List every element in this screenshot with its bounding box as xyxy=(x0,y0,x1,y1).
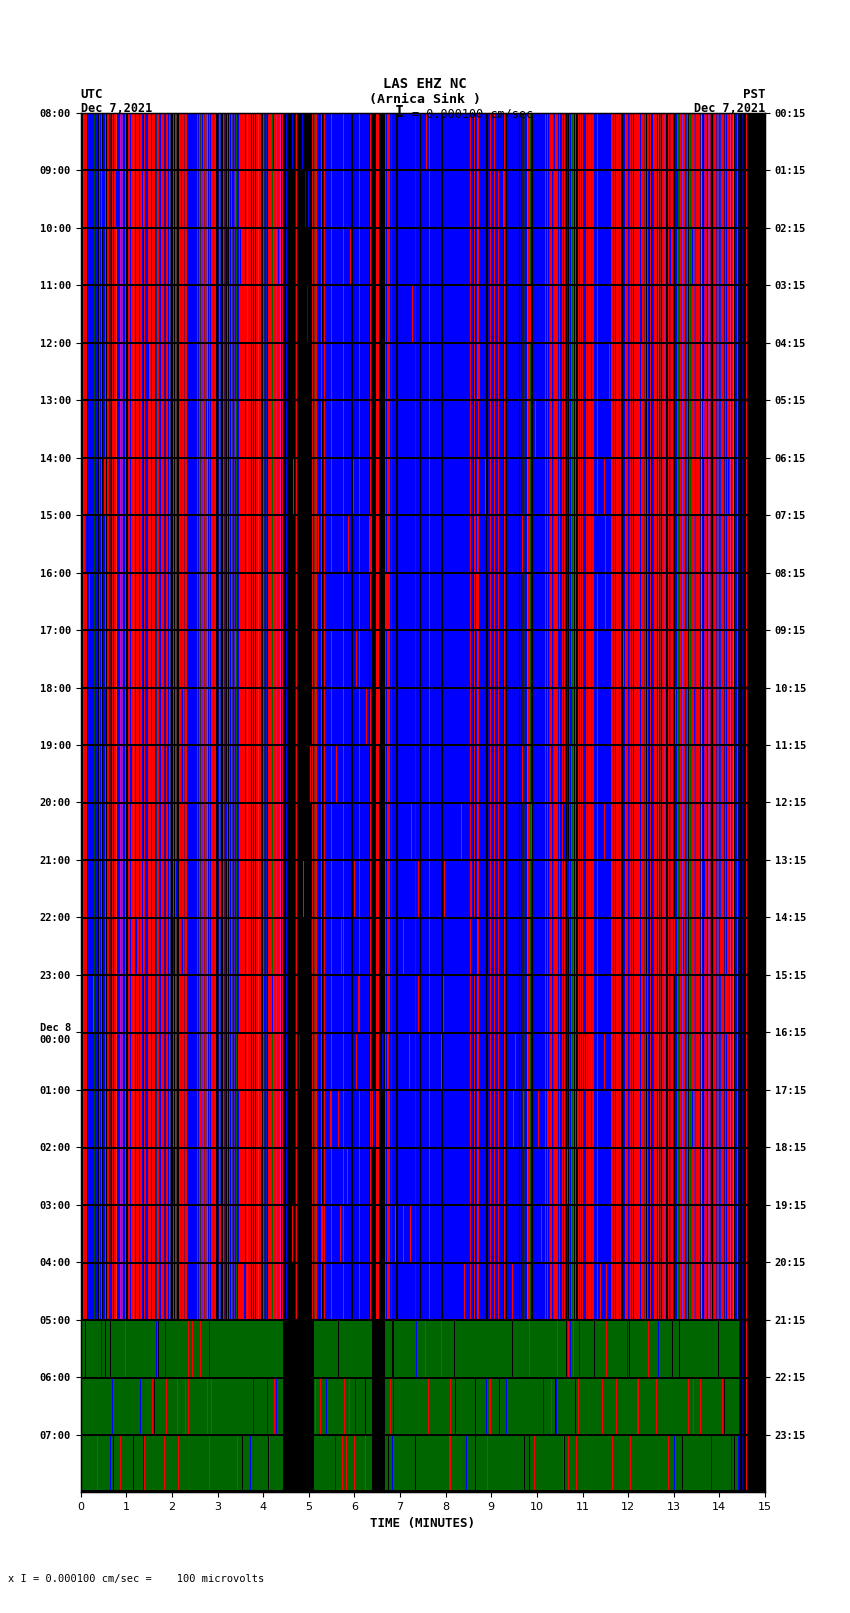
Text: I: I xyxy=(395,105,404,121)
Text: PST: PST xyxy=(743,87,765,100)
Text: (Arnica Sink ): (Arnica Sink ) xyxy=(369,92,481,106)
X-axis label: TIME (MINUTES): TIME (MINUTES) xyxy=(371,1518,475,1531)
Text: Dec 7,2021: Dec 7,2021 xyxy=(694,102,765,116)
Text: = 0.000100 cm/sec: = 0.000100 cm/sec xyxy=(412,106,534,121)
Text: UTC: UTC xyxy=(81,87,103,100)
Text: x I = 0.000100 cm/sec =    100 microvolts: x I = 0.000100 cm/sec = 100 microvolts xyxy=(8,1574,264,1584)
Text: Dec 7,2021: Dec 7,2021 xyxy=(81,102,152,116)
Text: LAS EHZ NC: LAS EHZ NC xyxy=(383,77,467,90)
